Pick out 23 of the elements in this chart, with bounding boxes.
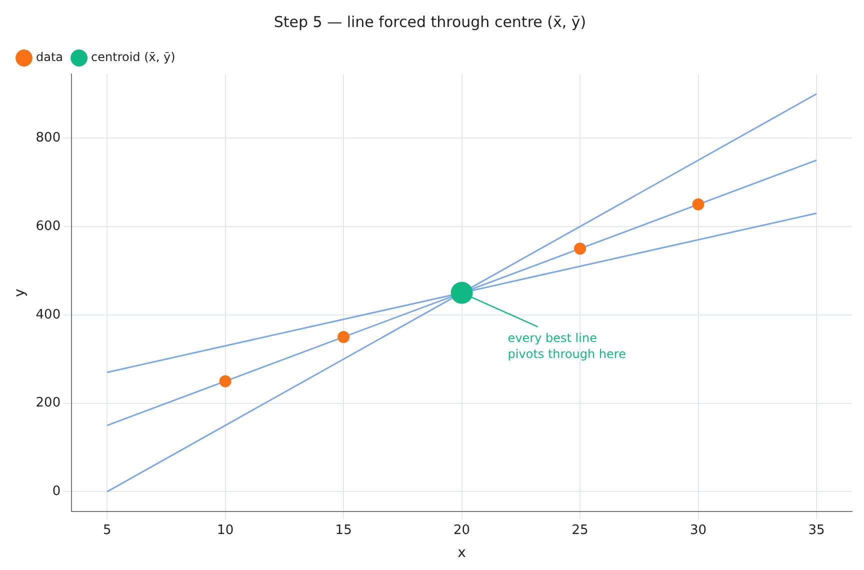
point [450, 282, 473, 304]
annotation: every best line pivots through here [508, 330, 626, 361]
y-tick-label: 0 [52, 484, 61, 500]
legend-label: centroid (x̄, ȳ) [91, 50, 176, 64]
x-tick-label: 30 [690, 522, 707, 538]
point [338, 331, 350, 343]
legend-label: data [36, 50, 64, 64]
chart-title: Step 5 — line forced through centre (x̄, ȳ) [274, 12, 586, 31]
y-tick-label: 200 [36, 396, 61, 411]
x-tick-label: 5 [102, 522, 112, 538]
y-tick-label: 400 [36, 307, 61, 322]
x-tick-label: 15 [335, 522, 352, 538]
y-tick-label: 800 [36, 130, 61, 146]
point [574, 242, 586, 255]
x-axis-title: x [458, 545, 466, 562]
y-tick-label: 600 [36, 218, 61, 234]
point [219, 375, 232, 388]
x-tick-label: 35 [808, 522, 825, 538]
y-axis-title: y [12, 288, 28, 297]
point [692, 198, 704, 210]
x-tick-label: 20 [454, 522, 470, 538]
x-tick-label: 10 [217, 522, 234, 538]
x-tick-label: 25 [572, 522, 588, 538]
